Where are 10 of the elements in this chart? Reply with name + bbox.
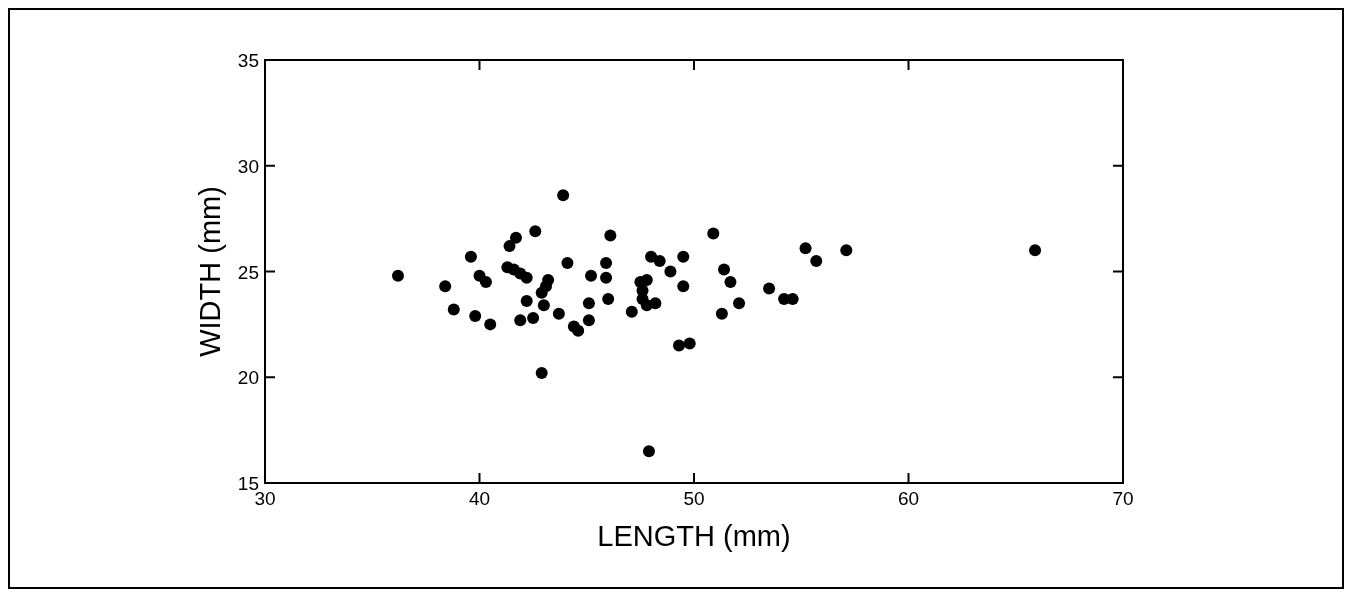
y-tick-label: 20 — [237, 367, 259, 389]
y-tick-label: 35 — [237, 50, 259, 71]
x-axis-title: LENGTH (mm) — [597, 520, 791, 552]
x-tick-label: 70 — [1112, 488, 1134, 509]
x-tick-label: 60 — [897, 488, 920, 509]
x-tick-label: 40 — [468, 488, 491, 509]
y-axis-title: WIDTH (mm) — [194, 186, 226, 357]
y-tick-label: 30 — [237, 155, 259, 177]
y-tick-label: 25 — [237, 261, 259, 283]
x-tick-label: 50 — [683, 488, 705, 509]
